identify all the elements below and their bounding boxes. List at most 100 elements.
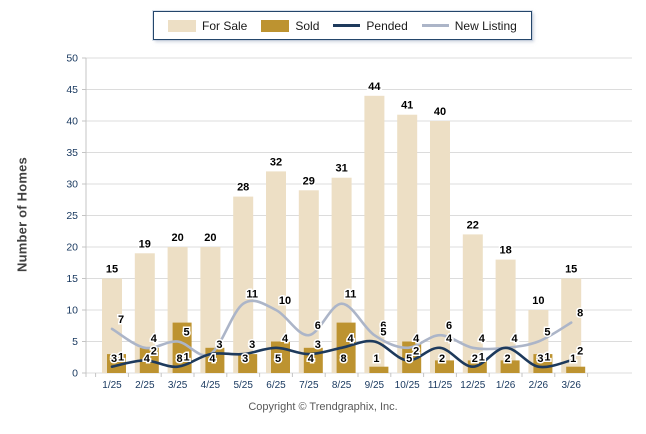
for-sale-value-label: 22 [467, 219, 479, 231]
for-sale-value-label: 41 [401, 100, 413, 112]
pended-value-label: 1 [184, 352, 190, 364]
sold-value-label: 3 [242, 353, 248, 365]
x-tick-label: 2/25 [135, 380, 155, 391]
x-tick-label: 12/25 [460, 380, 485, 391]
sold-bar [566, 366, 586, 373]
for-sale-value-label: 44 [368, 81, 381, 93]
new-listing-value-label: 4 [151, 333, 158, 345]
pended-value-label: 4 [348, 333, 355, 345]
new-listing-value-label: 4 [151, 333, 158, 345]
pended-value-label: 3 [249, 339, 255, 351]
y-tick-label: 50 [66, 53, 78, 65]
legend-label: New Listing [454, 18, 517, 33]
for-sale-value-label: 31 [335, 163, 347, 175]
x-tick-label: 9/25 [365, 380, 385, 391]
for-sale-value-label: 28 [237, 182, 249, 194]
x-tick-label: 3/25 [168, 380, 188, 391]
new-listing-value-label: 6 [446, 320, 452, 332]
for-sale-value-label: 40 [434, 106, 446, 118]
pended-value-label: 3 [315, 339, 321, 351]
new-listing-value-label: 5 [544, 327, 550, 339]
sold-value-label: 3 [537, 353, 543, 365]
new-listing-value-label: 11 [345, 289, 357, 301]
legend-item-new-listing: New Listing [421, 18, 517, 33]
new-listing-value-label: 5 [544, 327, 550, 339]
for-sale-value-label: 10 [532, 295, 544, 307]
pended-value-label: 2 [577, 345, 583, 357]
copyright-text: Copyright © Trendgraphix, Inc. [248, 401, 398, 413]
for-sale-value-label: 28 [237, 182, 249, 194]
sold-value-label: 4 [144, 353, 151, 365]
for-sale-value-label: 29 [303, 175, 315, 187]
pended-value-label: 2 [413, 345, 419, 357]
y-tick-label: 20 [66, 242, 78, 254]
for-sale-value-label: 32 [270, 156, 282, 168]
for-sale-value-label: 10 [532, 295, 544, 307]
pended-value-label: 3 [216, 339, 222, 351]
pended-value-label: 5 [380, 327, 386, 339]
new-listing-line [110, 299, 573, 357]
new-listing-swatch-icon [421, 24, 449, 27]
y-tick-label: 10 [66, 305, 78, 317]
for-sale-value-label: 41 [401, 100, 413, 112]
sold-value-label: 2 [505, 353, 511, 365]
sold-value-label: 1 [373, 353, 379, 365]
x-tick-label: 8/25 [332, 380, 352, 391]
new-listing-value-label: 4 [479, 333, 486, 345]
for-sale-bar [266, 171, 286, 373]
for-sale-value-label: 40 [434, 106, 446, 118]
new-listing-value-label: 4 [413, 333, 420, 345]
pended-value-label: 1 [479, 352, 485, 364]
sold-value-label: 5 [275, 353, 281, 365]
for-sale-bar [102, 278, 122, 373]
new-listing-value-label: 4 [512, 333, 519, 345]
sold-value-label: 2 [505, 353, 511, 365]
sold-value-label: 4 [308, 353, 315, 365]
x-tick-label: 10/25 [395, 380, 420, 391]
y-tick-label: 0 [72, 368, 78, 380]
for-sale-bar [364, 95, 385, 374]
for-sale-value-label: 32 [270, 156, 282, 168]
for-sale-value-label: 44 [368, 81, 381, 93]
for-sale-bar [200, 247, 221, 373]
for-sale-value-label: 20 [204, 232, 216, 244]
sold-value-label: 8 [341, 353, 347, 365]
for-sale-value-label: 19 [139, 238, 151, 250]
sold-bar [369, 366, 389, 373]
for-sale-bar [462, 234, 483, 373]
sold-value-label: 4 [209, 353, 216, 365]
pended-value-label: 4 [348, 333, 355, 345]
legend-item-sold: Sold [261, 19, 319, 33]
new-listing-value-label: 10 [279, 295, 291, 307]
for-sale-value-label: 18 [499, 245, 511, 257]
for-sale-bar [233, 196, 254, 373]
pended-value-label: 3 [315, 339, 321, 351]
sold-bar [107, 354, 126, 373]
y-tick-label: 5 [72, 336, 78, 348]
for-sale-bar [298, 190, 319, 373]
x-tick-label: 5/25 [233, 380, 253, 391]
x-tick-label: 1/26 [496, 380, 516, 391]
for-sale-value-label: 15 [565, 264, 577, 276]
sold-value-label: 3 [111, 353, 117, 365]
sold-value-label: 2 [439, 353, 445, 365]
legend-label: Pended [366, 18, 408, 33]
legend-item-for-sale: For Sale [168, 19, 247, 33]
new-listing-value-label: 11 [345, 289, 357, 301]
for-sale-value-label: 15 [106, 264, 118, 276]
x-tick-label: 4/25 [201, 380, 221, 391]
pended-value-label: 4 [446, 333, 453, 345]
pended-value-label: 2 [151, 345, 157, 357]
sold-value-label: 2 [472, 353, 478, 365]
sold-value-label: 5 [406, 353, 412, 365]
legend-label: For Sale [202, 18, 248, 33]
for-sale-value-label: 29 [303, 175, 315, 187]
pended-value-label: 2 [151, 345, 157, 357]
legend-label: Sold [295, 18, 320, 33]
sold-value-label: 8 [177, 353, 183, 365]
pended-value-label: 1 [118, 352, 124, 364]
for-sale-swatch-icon [168, 19, 196, 32]
new-listing-value-label: 11 [246, 289, 258, 301]
sold-bar [500, 360, 520, 373]
